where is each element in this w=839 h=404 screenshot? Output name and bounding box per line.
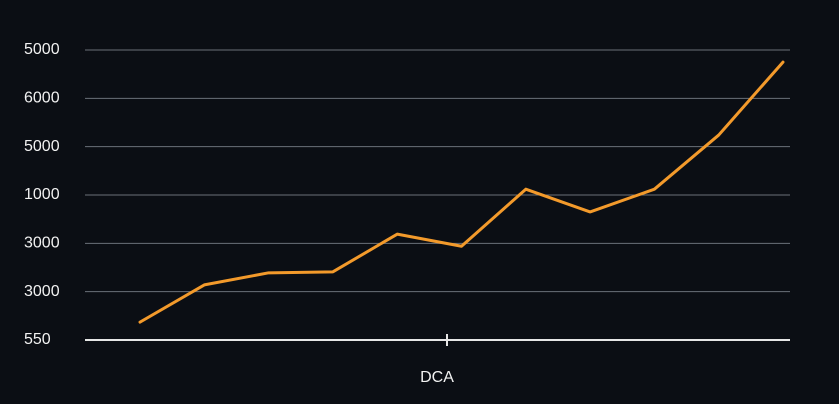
x-axis-label: DCA bbox=[420, 369, 454, 386]
y-tick-label: 3000 bbox=[24, 283, 60, 300]
y-tick-label: 550 bbox=[24, 331, 51, 348]
y-tick-label: 5000 bbox=[24, 41, 60, 58]
y-tick-label: 6000 bbox=[24, 90, 60, 107]
y-tick-label: 3000 bbox=[24, 235, 60, 252]
y-tick-label: 1000 bbox=[24, 186, 60, 203]
y-tick-label: 5000 bbox=[24, 138, 60, 155]
data-line bbox=[138, 60, 785, 324]
